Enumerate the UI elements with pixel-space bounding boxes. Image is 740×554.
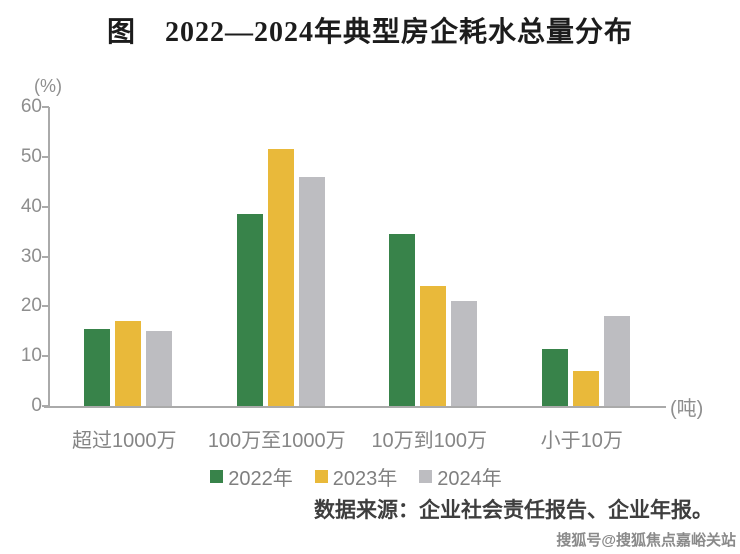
data-source-note: 数据来源：企业社会责任报告、企业年报。 <box>314 498 713 522</box>
x-axis-unit-label: (吨) <box>670 398 704 420</box>
bar <box>451 301 478 406</box>
legend-swatch <box>314 470 328 483</box>
y-axis-line <box>48 107 50 408</box>
legend: 2022年 2023年 2024年 <box>0 462 712 491</box>
legend-item: 2023年 <box>314 462 398 491</box>
bar <box>541 348 568 406</box>
legend-swatch <box>210 470 224 483</box>
bar <box>115 321 142 406</box>
y-tick-label: 60 <box>20 96 42 117</box>
x-category-label: 100万至1000万 <box>207 430 346 452</box>
bar <box>603 316 630 406</box>
x-axis-line <box>44 406 666 408</box>
bar <box>146 331 173 406</box>
y-tick-mark <box>42 305 49 308</box>
y-tick-mark <box>42 405 49 407</box>
bar <box>572 371 599 406</box>
x-category-label: 超过1000万 <box>72 430 177 452</box>
y-tick-label: 50 <box>20 145 42 167</box>
y-tick-label: 40 <box>20 195 42 217</box>
y-tick-label: 10 <box>20 345 42 367</box>
legend-label: 2024年 <box>437 468 502 490</box>
y-tick-mark <box>42 106 49 108</box>
y-tick-mark <box>42 155 49 158</box>
bar <box>267 149 294 406</box>
y-axis-unit-label: (%) <box>34 76 62 96</box>
y-tick-mark <box>42 355 49 358</box>
legend-item: 2022年 <box>210 462 293 491</box>
bar <box>420 286 447 406</box>
bar <box>389 234 416 406</box>
legend-swatch <box>419 470 433 483</box>
legend-label: 2022年 <box>228 468 293 490</box>
y-tick-label: 0 <box>31 395 42 416</box>
y-tick-label: 30 <box>20 245 42 267</box>
watermark-text: 搜狐号@搜狐焦点嘉峪关站 <box>556 532 736 549</box>
legend-label: 2023年 <box>332 468 398 490</box>
x-category-label: 10万到100万 <box>371 430 488 452</box>
x-category-label: 小于10万 <box>540 430 623 452</box>
chart-title: 图 2022—2024年典型房企耗水总量分布 <box>106 17 633 48</box>
y-tick-label: 20 <box>20 295 42 317</box>
bar <box>236 214 263 406</box>
bar <box>84 328 111 406</box>
legend-item: 2024年 <box>419 462 502 491</box>
y-tick-mark <box>42 255 49 258</box>
bar <box>298 176 325 406</box>
y-tick-mark <box>42 205 49 208</box>
